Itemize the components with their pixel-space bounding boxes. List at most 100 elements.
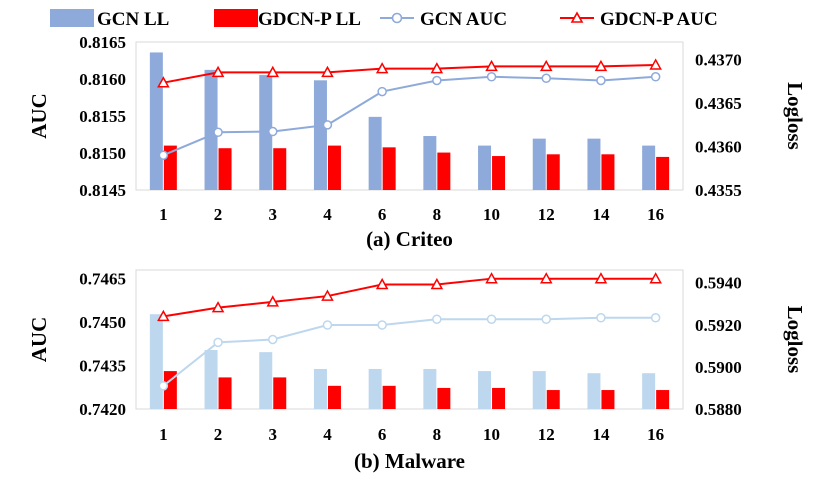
bar-gdcn-p-ll-3 [273,148,287,190]
legend-swatch-0 [50,9,94,27]
y2-axis-label: Logloss [783,82,807,150]
x-tick-label: 10 [483,425,500,444]
point-gdcn-p-auc-1 [157,309,170,322]
point-gcn-auc-1 [158,381,169,391]
y-tick-label: 0.8150 [79,144,126,163]
point-gcn-auc-12 [541,314,551,324]
bar-gcn-ll-12 [532,138,546,190]
y2-tick-label: 0.4355 [695,181,742,200]
y2-tick-label: 0.4370 [695,50,742,69]
point-gdcn-p-auc-10 [485,272,498,284]
point-gcn-auc-1 [158,150,169,160]
bar-gdcn-p-ll-4 [327,145,341,190]
point-gcn-auc-2 [213,337,223,348]
y-tick-label: 0.7435 [79,357,126,376]
point-gcn-auc-8 [432,75,442,86]
point-gdcn-p-auc-16 [649,272,662,284]
bar-gdcn-p-ll-2 [218,377,232,409]
point-gdcn-p-auc-12 [539,272,553,284]
point-gcn-auc-10 [486,314,497,324]
point-gdcn-p-auc-3 [266,295,280,307]
point-gcn-auc-4 [322,320,333,330]
bar-gcn-ll-2 [204,350,218,409]
bar-gcn-ll-6 [368,368,382,409]
point-gcn-auc-6 [377,86,387,97]
y-tick-label: 0.8145 [79,181,126,200]
legend-label: GDCN-P LL [258,9,361,30]
bar-gcn-ll-1 [149,52,163,191]
x-tick-label: 12 [538,205,555,224]
panel-caption: (a) Criteo [366,227,453,251]
point-gdcn-p-auc-6 [375,277,389,290]
y-axis-label: AUC [27,317,51,363]
bar-gcn-ll-10 [478,371,492,409]
bar-gdcn-p-ll-3 [273,377,287,409]
point-gdcn-p-auc-3 [266,65,280,78]
bar-gcn-ll-14 [587,373,601,409]
y-tick-label: 0.7420 [79,400,126,419]
point-gcn-auc-16 [650,313,661,323]
bar-gdcn-p-ll-4 [327,385,341,409]
chart-panel-criteo: 0.8145 0.8150 0.8155 0.8160 0.8165 0.4355 0.43… [27,33,807,251]
bar-gcn-ll-14 [587,138,601,190]
bar-gdcn-p-ll-10 [492,387,506,409]
point-gdcn-p-auc-16 [649,58,662,70]
legend-label: GDCN-P AUC [600,9,718,30]
chart-panel-malware: 0.7420 0.7435 0.7450 0.7465 0.5880 0.5900 0.59… [27,269,807,473]
legend-label: GCN AUC [420,9,507,30]
bar-gdcn-p-ll-10 [492,156,506,190]
x-tick-label: 12 [538,425,555,444]
bar-gdcn-p-ll-6 [382,385,396,409]
x-tick-label: 3 [269,425,278,444]
bar-gcn-ll-4 [313,368,327,409]
bar-gcn-ll-16 [642,145,656,190]
x-tick-label: 6 [378,205,387,224]
point-gcn-auc-8 [432,314,442,324]
y-tick-label: 0.7465 [79,270,126,289]
point-gcn-auc-10 [486,72,497,82]
y-axis-label: AUC [27,93,51,139]
point-gdcn-p-auc-8 [430,277,444,290]
x-tick-label: 6 [378,425,387,444]
legend: GCN LL GDCN-P LL GCN AUC GDCN-P AUC [50,9,718,30]
x-tick-label: 16 [647,205,664,224]
x-tick-label: 16 [647,425,664,444]
point-gcn-auc-4 [322,120,333,130]
bar-gcn-ll-8 [423,136,437,190]
line-gcn-auc [162,75,656,157]
x-tick-label: 1 [159,205,168,224]
bar-gcn-ll-8 [423,368,437,409]
line-gdcn-p-auc [163,63,656,84]
point-gdcn-p-auc-1 [157,76,170,88]
y-tick-label: 0.7450 [79,313,126,332]
y2-tick-label: 0.4360 [695,137,742,156]
x-tick-label: 8 [433,425,442,444]
plot-area-malware [135,269,684,410]
bar-gdcn-p-ll-12 [546,154,560,190]
y-tick-label: 0.8165 [79,33,126,52]
y-tick-label: 0.8155 [79,107,126,126]
bar-gdcn-p-ll-16 [656,390,670,409]
y-tick-label: 0.8160 [79,70,126,89]
point-gdcn-p-auc-4 [321,289,334,301]
bar-gcn-ll-6 [368,116,382,190]
point-gdcn-p-auc-12 [539,59,553,72]
y2-axis-label: Logloss [783,306,807,374]
point-gdcn-p-auc-14 [594,59,608,72]
y2-tick-label: 0.5920 [695,316,742,335]
legend-label: GCN LL [97,9,169,30]
x-tick-label: 2 [214,425,223,444]
point-gdcn-p-auc-6 [375,62,389,74]
point-gcn-auc-3 [268,126,278,137]
bar-gdcn-p-ll-6 [382,147,396,190]
bar-gcn-ll-16 [642,373,656,409]
point-gdcn-p-auc-10 [485,59,498,72]
bar-gcn-ll-1 [149,314,163,409]
point-gdcn-p-auc-2 [211,65,225,78]
plot-area-criteo [135,41,684,191]
point-gcn-auc-6 [377,320,387,330]
legend-marker-triangle [570,11,584,23]
bar-gdcn-p-ll-14 [601,390,615,409]
point-gcn-auc-2 [213,127,223,138]
